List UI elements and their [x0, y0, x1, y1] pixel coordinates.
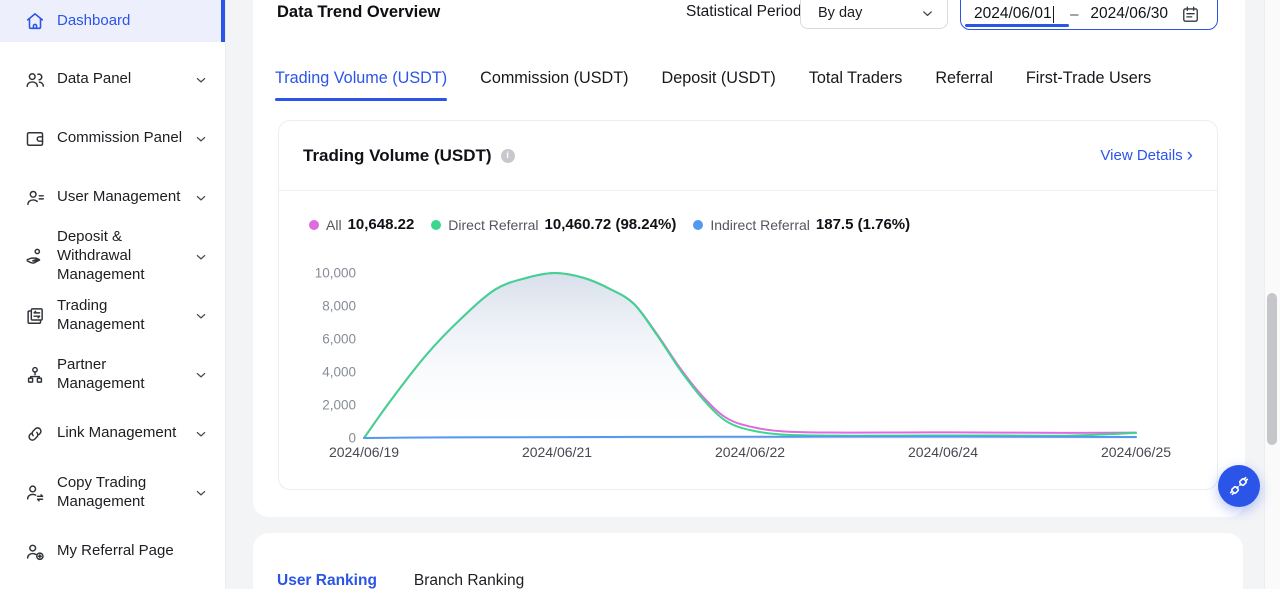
- plug-support-icon: [1227, 474, 1251, 498]
- chevron-down-icon: [193, 485, 209, 501]
- tab-trading-volume[interactable]: Trading Volume (USDT): [275, 69, 448, 101]
- page-scrollbar-thumb[interactable]: [1267, 293, 1277, 445]
- support-fab-button[interactable]: [1218, 465, 1260, 507]
- tab-total-traders[interactable]: Total Traders: [808, 69, 903, 87]
- sidebar-item-commission-panel[interactable]: Commission Panel: [0, 109, 225, 168]
- text-cursor: [1052, 5, 1055, 23]
- svg-text:2024/06/21: 2024/06/21: [522, 444, 592, 460]
- tab-user-ranking[interactable]: User Ranking: [277, 572, 377, 589]
- sidebar-item-label: Commission Panel: [57, 129, 183, 147]
- trading-volume-area-chart: 0 2,000 4,000 6,000 8,000 10,000 2024/06/19 202…: [315, 266, 1172, 461]
- tab-referral[interactable]: Referral: [935, 69, 993, 87]
- partner-management-icon: [24, 364, 46, 386]
- ranking-section: User Ranking Branch Ranking: [253, 533, 1243, 589]
- period-select-value: By day: [818, 5, 863, 21]
- sidebar-item-label: Data Panel: [57, 70, 132, 88]
- data-trend-overview-section: Data Trend Overview Statistical Period B…: [253, 0, 1245, 517]
- user-management-icon: [24, 187, 46, 209]
- home-icon: [24, 10, 46, 32]
- sidebar-item-dashboard[interactable]: Dashboard: [0, 0, 225, 42]
- commission-panel-icon: [24, 128, 46, 150]
- svg-text:2,000: 2,000: [322, 398, 356, 413]
- deposit-withdrawal-icon: [24, 246, 46, 268]
- tab-deposit[interactable]: Deposit (USDT): [661, 69, 776, 87]
- legend-dot-indirect: [693, 219, 704, 230]
- card-title: Trading Volume (USDT): [303, 145, 492, 165]
- legend-label: Direct Referral: [448, 216, 539, 233]
- chevron-down-icon: [193, 308, 209, 324]
- legend-dot-all: [309, 219, 319, 230]
- sidebar: Dashboard Data Panel Commission Panel: [0, 0, 226, 589]
- legend-all[interactable]: All 10,648.22: [309, 216, 414, 233]
- sidebar-item-data-panel[interactable]: Data Panel: [0, 50, 225, 109]
- legend-label: Indirect Referral: [710, 216, 810, 233]
- legend-dot-direct: [431, 219, 442, 230]
- chevron-down-icon: [193, 249, 209, 265]
- sidebar-item-partner-management[interactable]: Partner Management: [0, 345, 225, 404]
- svg-text:8,000: 8,000: [322, 299, 356, 314]
- trading-volume-card: Trading Volume (USDT) i View Details › A…: [278, 120, 1218, 490]
- sidebar-item-label: User Management: [57, 188, 181, 206]
- chevron-down-icon: [920, 6, 935, 21]
- svg-text:10,000: 10,000: [315, 266, 356, 281]
- trading-management-icon: [24, 305, 46, 327]
- date-range-picker[interactable]: 2024/06/01 – 2024/06/30: [960, 0, 1218, 30]
- metric-tabs: Trading Volume (USDT) Commission (USDT) …: [275, 69, 1151, 101]
- focused-date-underline: [965, 24, 1069, 27]
- data-panel-icon: [24, 69, 46, 91]
- calendar-icon[interactable]: [1181, 5, 1200, 24]
- svg-text:6,000: 6,000: [322, 332, 356, 347]
- card-header: Trading Volume (USDT) i View Details ›: [279, 121, 1217, 191]
- date-end-input[interactable]: 2024/06/30: [1090, 5, 1168, 22]
- svg-text:2024/06/22: 2024/06/22: [715, 444, 785, 460]
- info-icon[interactable]: i: [500, 148, 515, 163]
- tab-branch-ranking[interactable]: Branch Ranking: [413, 572, 525, 589]
- ranking-tabs: User Ranking Branch Ranking: [277, 572, 524, 589]
- svg-text:2024/06/24: 2024/06/24: [908, 444, 978, 460]
- chart-legend: All 10,648.22 Direct Referral 10,460.72 …: [279, 191, 1217, 233]
- legend-label: All: [326, 216, 342, 233]
- chevron-down-icon: [193, 72, 209, 88]
- legend-value: 10,460.72 (98.24%): [544, 216, 677, 233]
- svg-text:2024/06/19: 2024/06/19: [329, 444, 399, 460]
- chevron-down-icon: [193, 190, 209, 206]
- chevron-down-icon: [193, 367, 209, 383]
- sidebar-item-deposit-withdrawal[interactable]: Deposit & Withdrawal Management: [0, 227, 225, 286]
- svg-text:4,000: 4,000: [322, 365, 356, 380]
- sidebar-item-label: Partner Management: [57, 355, 145, 392]
- sidebar-item-label: Deposit & Withdrawal Management: [57, 228, 145, 283]
- sidebar-item-label: Dashboard: [57, 11, 131, 29]
- page-title: Data Trend Overview: [277, 3, 441, 21]
- period-select[interactable]: By day: [800, 0, 948, 29]
- sidebar-item-label: Copy Trading Management: [57, 473, 147, 510]
- chevron-right-icon: ›: [1186, 144, 1193, 166]
- sidebar-item-trading-management[interactable]: Trading Management: [0, 286, 225, 345]
- sidebar-item-copy-trading[interactable]: Copy Trading Management: [0, 463, 225, 522]
- legend-indirect-referral[interactable]: Indirect Referral 187.5 (1.76%): [693, 216, 910, 233]
- sidebar-item-my-referral-page[interactable]: My Referral Page: [0, 522, 225, 581]
- svg-text:2024/06/25: 2024/06/25: [1101, 444, 1171, 460]
- view-details-label: View Details: [1100, 147, 1183, 164]
- sidebar-item-label: Trading Management: [57, 296, 145, 333]
- sidebar-item-label: Link Management: [57, 424, 177, 442]
- sidebar-item-user-management[interactable]: User Management: [0, 168, 225, 227]
- link-icon: [24, 423, 46, 445]
- legend-value: 187.5 (1.76%): [815, 216, 911, 233]
- chevron-down-icon: [193, 426, 209, 442]
- chevron-down-icon: [193, 131, 209, 147]
- page-scrollbar-track[interactable]: [1264, 0, 1280, 589]
- date-start-input[interactable]: 2024/06/01: [974, 5, 1052, 22]
- legend-direct-referral[interactable]: Direct Referral 10,460.72 (98.24%): [431, 216, 676, 233]
- legend-value: 10,648.22: [347, 216, 415, 233]
- svg-text:0: 0: [348, 431, 356, 446]
- sidebar-item-label: My Referral Page: [57, 542, 174, 560]
- copy-trading-icon: [24, 482, 46, 504]
- statistical-period-label: Statistical Period: [686, 3, 802, 20]
- referral-page-icon: [24, 541, 46, 563]
- tab-first-trade-users[interactable]: First-Trade Users: [1025, 69, 1152, 87]
- tab-commission[interactable]: Commission (USDT): [480, 69, 629, 87]
- date-separator: –: [1070, 5, 1079, 23]
- view-details-link[interactable]: View Details ›: [1100, 144, 1193, 166]
- sidebar-item-link-management[interactable]: Link Management: [0, 404, 225, 463]
